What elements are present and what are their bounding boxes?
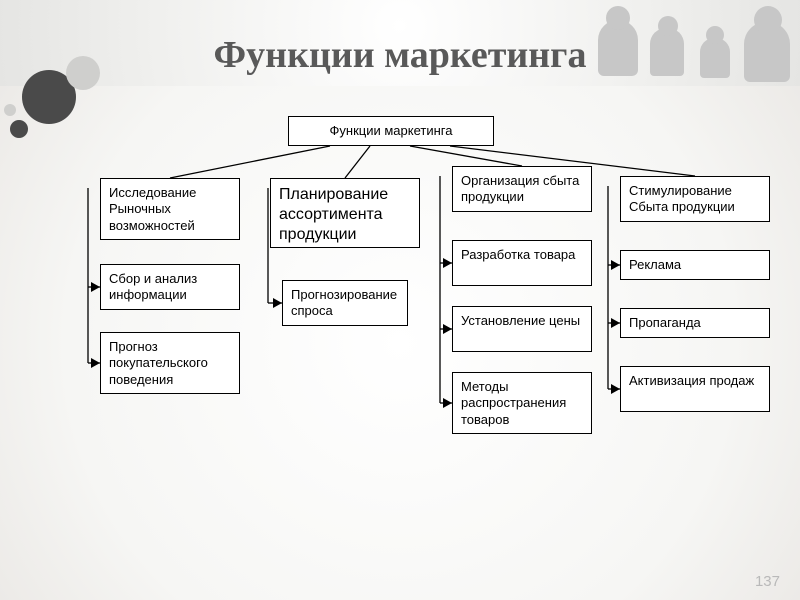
page-title: Функции маркетинга xyxy=(0,33,800,77)
diagram-item-box: Методы распространения товаров xyxy=(452,372,592,434)
diagram-item-box: Планирование ассортимента продукции xyxy=(270,178,420,248)
diagram-header-box: Функции маркетинга xyxy=(288,116,494,146)
arrow-icon xyxy=(611,384,620,394)
diagram-item-box: Реклама xyxy=(620,250,770,280)
diagram-item-box: Исследование Рыночных возможностей xyxy=(100,178,240,240)
diagram-item-box: Прогноз покупательского поведения xyxy=(100,332,240,394)
arrow-icon xyxy=(91,282,100,292)
arrow-icon xyxy=(443,258,452,268)
diagram-item-box: Организация сбыта продукции xyxy=(452,166,592,212)
silhouette-icon xyxy=(754,6,782,34)
slide: Функции маркетинга Функции маркетинга Исс… xyxy=(0,0,800,600)
bg-circle xyxy=(10,120,28,138)
arrow-icon xyxy=(443,398,452,408)
arrow-icon xyxy=(611,260,620,270)
diagram-item-box: Активизация продаж xyxy=(620,366,770,412)
arrow-icon xyxy=(611,318,620,328)
diagram-item-box: Установление цены xyxy=(452,306,592,352)
arrow-icon xyxy=(443,324,452,334)
diagram-item-box: Стимулирование Сбыта продукции xyxy=(620,176,770,222)
page-number: 137 xyxy=(755,573,780,590)
diagram-item-box: Разработка товара xyxy=(452,240,592,286)
arrow-icon xyxy=(91,358,100,368)
diagram-item-box: Пропаганда xyxy=(620,308,770,338)
bg-circle xyxy=(4,104,16,116)
diagram-item-box: Прогнозирование спроса xyxy=(282,280,408,326)
diagram-item-box: Сбор и анализ информации xyxy=(100,264,240,310)
arrow-icon xyxy=(273,298,282,308)
silhouette-icon xyxy=(606,6,630,30)
